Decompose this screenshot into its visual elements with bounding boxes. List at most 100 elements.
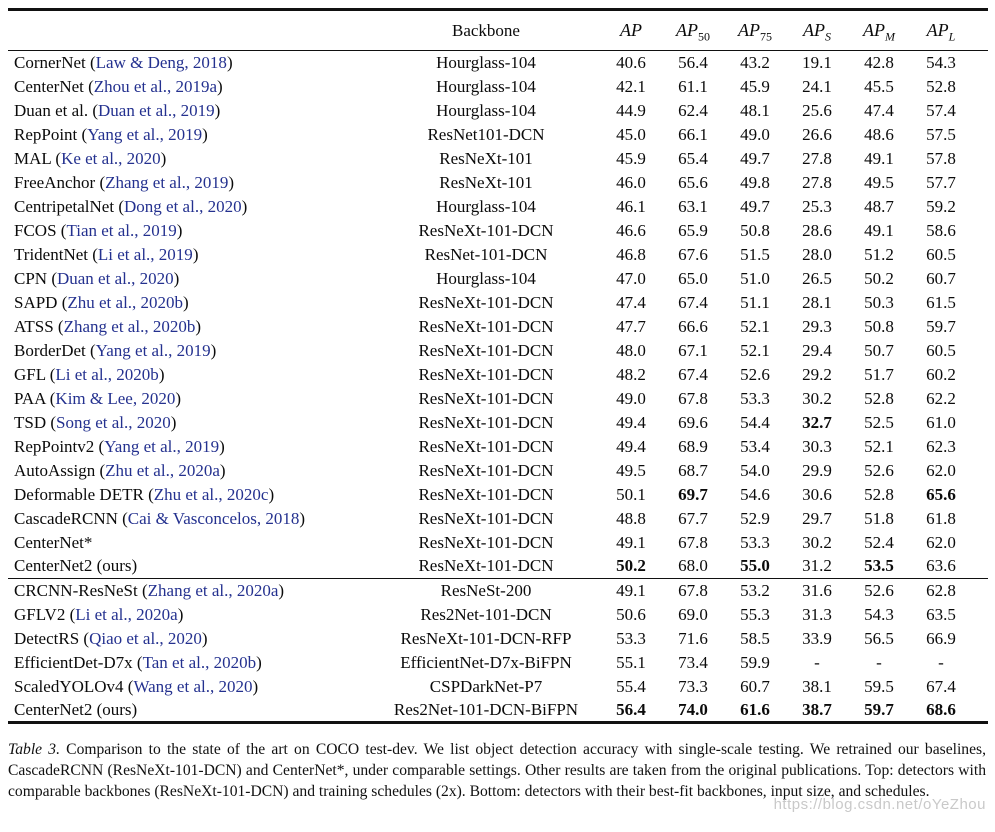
citation-link[interactable]: Duan et al., 2020 <box>56 268 174 288</box>
metric-cell: 60.7 <box>740 676 770 696</box>
method-cell: BorderDet (Yang et al., 2019) <box>14 340 217 360</box>
citation-link[interactable]: Li et al., 2020a <box>75 604 178 624</box>
metric-cell: 59.2 <box>926 196 956 216</box>
backbone-cell: ResNeXt-101-DCN <box>418 412 554 432</box>
table-row: FreeAnchor (Zhang et al., 2019) ResNeXt-1… <box>8 171 988 195</box>
metric-cell: 57.5 <box>926 124 956 144</box>
metric-cell: 57.4 <box>926 100 956 120</box>
citation-link[interactable]: Li et al., 2020b <box>55 364 159 384</box>
table-row: GFL (Li et al., 2020b) ResNeXt-101-DCN 48.… <box>8 363 988 387</box>
metric-cell: 45.9 <box>616 148 646 168</box>
metric-cell: 52.4 <box>864 532 894 552</box>
metric-cell: 29.4 <box>802 340 832 360</box>
backbone-cell: ResNeXt-101 <box>439 172 533 192</box>
citation-link[interactable]: Zhu et al., 2020b <box>67 292 184 312</box>
table-row: ATSS (Zhang et al., 2020b) ResNeXt-101-DC… <box>8 315 988 339</box>
metric-cell: 48.6 <box>864 124 894 144</box>
metric-cell: 25.3 <box>802 196 832 216</box>
metric-cell: 56.4 <box>678 52 708 72</box>
citation-link[interactable]: Li et al., 2019 <box>97 244 193 264</box>
metric-cell: 51.7 <box>864 364 894 384</box>
metric-cell: 53.3 <box>740 532 770 552</box>
backbone-cell: ResNeXt-101-DCN <box>418 436 554 456</box>
table-row: Deformable DETR (Zhu et al., 2020c) ResNe… <box>8 483 988 507</box>
citation-link[interactable]: Dong et al., 2020 <box>124 196 242 216</box>
metric-cell: 27.8 <box>802 148 832 168</box>
citation-link[interactable]: Wang et al., 2020 <box>133 676 253 696</box>
citation-link[interactable]: Yang et al., 2019 <box>104 436 220 456</box>
backbone-cell: Hourglass-104 <box>436 52 536 72</box>
metric-cell: 60.5 <box>926 244 956 264</box>
citation-link[interactable]: Song et al., 2020 <box>56 412 171 432</box>
citation-link[interactable]: Ke et al., 2020 <box>61 148 161 168</box>
metric-cell: 66.1 <box>678 124 708 144</box>
metric-cell: 49.5 <box>864 172 894 192</box>
table-row: PAA (Kim & Lee, 2020) ResNeXt-101-DCN 49.0… <box>8 387 988 411</box>
metric-cell: 32.7 <box>802 412 832 432</box>
citation-link[interactable]: Zhang et al., 2020b <box>63 316 196 336</box>
metric-cell: 49.5 <box>616 460 646 480</box>
backbone-cell: ResNeXt-101-DCN <box>418 556 554 576</box>
citation-link[interactable]: Cai & Vasconcelos, 2018 <box>127 508 300 528</box>
metric-column-header-aps: APS <box>803 20 831 44</box>
method-cell: FreeAnchor (Zhang et al., 2019) <box>14 172 234 192</box>
citation-link[interactable]: Tan et al., 2020b <box>142 652 257 672</box>
metric-cell: 74.0 <box>678 699 708 719</box>
citation-link[interactable]: Kim & Lee, 2020 <box>55 388 176 408</box>
metric-cell: 59.9 <box>740 652 770 672</box>
metric-cell: 52.1 <box>740 316 770 336</box>
metric-cell: 19.1 <box>802 52 832 72</box>
method-cell: ScaledYOLOv4 (Wang et al., 2020) <box>14 676 259 696</box>
backbone-cell: ResNeXt-101-DCN <box>418 364 554 384</box>
metric-cell: 48.1 <box>740 100 770 120</box>
metric-cell: 29.7 <box>802 508 832 528</box>
citation-link[interactable]: Law & Deng, 2018 <box>95 52 227 72</box>
metric-cell: 67.6 <box>678 244 708 264</box>
citation-link[interactable]: Duan et al., 2019 <box>98 100 215 120</box>
citation-link[interactable]: Zhou et al., 2019a <box>93 76 217 96</box>
metric-cell: 31.6 <box>802 580 832 600</box>
metric-cell: 52.9 <box>740 508 770 528</box>
citation-link[interactable]: Zhu et al., 2020a <box>105 460 220 480</box>
method-cell: CPN (Duan et al., 2020) <box>14 268 180 288</box>
metric-cell: 45.5 <box>864 76 894 96</box>
citation-link[interactable]: Zhang et al., 2019 <box>105 172 229 192</box>
backbone-cell: ResNeXt-101-DCN <box>418 508 554 528</box>
metric-cell: 52.6 <box>864 580 894 600</box>
backbone-cell: ResNeXt-101-DCN-RFP <box>400 628 572 648</box>
metric-cell: 46.1 <box>616 196 646 216</box>
metric-cell: 38.7 <box>802 699 832 719</box>
backbone-cell: ResNet101-DCN <box>427 124 545 144</box>
citation-link[interactable]: Zhu et al., 2020c <box>153 484 269 504</box>
table-header: Backbone AP AP50 AP75 APS APM APL <box>8 10 988 51</box>
metric-cell: 55.4 <box>616 676 646 696</box>
metric-cell: 67.4 <box>926 676 956 696</box>
citation-link[interactable]: Zhang et al., 2020a <box>147 580 279 600</box>
citation-link[interactable]: Yang et al., 2019 <box>95 340 211 360</box>
metric-cell: - <box>938 652 944 672</box>
metric-cell: 46.8 <box>616 244 646 264</box>
metric-cell: 45.0 <box>616 124 646 144</box>
table-row: TridentNet (Li et al., 2019) ResNet-101-D… <box>8 243 988 267</box>
citation-link[interactable]: Qiao et al., 2020 <box>89 628 202 648</box>
metric-cell: 31.3 <box>802 604 832 624</box>
metric-cell: 67.7 <box>678 508 708 528</box>
metric-cell: 68.7 <box>678 460 708 480</box>
backbone-cell: ResNeXt-101-DCN <box>418 484 554 504</box>
metric-cell: 67.4 <box>678 364 708 384</box>
citation-link[interactable]: Tian et al., 2019 <box>66 220 177 240</box>
method-cell: FCOS (Tian et al., 2019) <box>14 220 183 240</box>
backbone-cell: ResNeXt-101-DCN <box>418 220 554 240</box>
citation-link[interactable]: Yang et al., 2019 <box>87 124 203 144</box>
method-cell: Deformable DETR (Zhu et al., 2020c) <box>14 484 275 504</box>
method-cell: Duan et al. (Duan et al., 2019) <box>14 100 221 120</box>
backbone-cell: Hourglass-104 <box>436 196 536 216</box>
header-row: Backbone AP AP50 AP75 APS APM APL <box>8 10 988 51</box>
metric-cell: 26.5 <box>802 268 832 288</box>
metric-cell: 27.8 <box>802 172 832 192</box>
backbone-cell: ResNeXt-101-DCN <box>418 316 554 336</box>
metric-cell: 47.7 <box>616 316 646 336</box>
metric-cell: 67.4 <box>678 292 708 312</box>
table-row: CentripetalNet (Dong et al., 2020) Hourgl… <box>8 195 988 219</box>
metric-cell: 55.3 <box>740 604 770 624</box>
